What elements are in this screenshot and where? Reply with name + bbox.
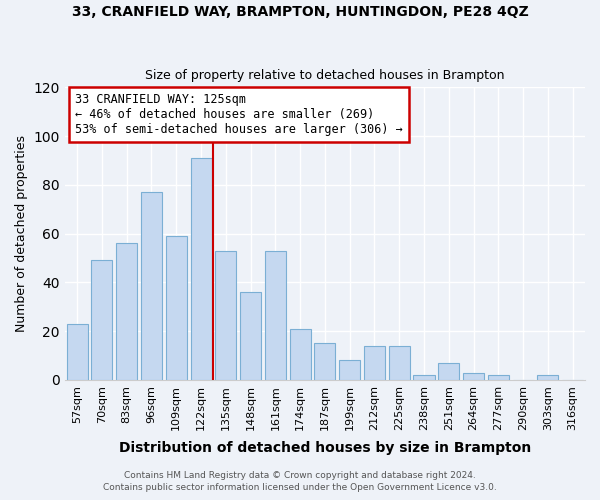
Bar <box>141 192 162 380</box>
Y-axis label: Number of detached properties: Number of detached properties <box>15 135 28 332</box>
Bar <box>463 372 484 380</box>
Bar <box>91 260 112 380</box>
Bar <box>488 375 509 380</box>
Title: Size of property relative to detached houses in Brampton: Size of property relative to detached ho… <box>145 69 505 82</box>
Bar <box>215 250 236 380</box>
Bar <box>389 346 410 380</box>
Text: 33, CRANFIELD WAY, BRAMPTON, HUNTINGDON, PE28 4QZ: 33, CRANFIELD WAY, BRAMPTON, HUNTINGDON,… <box>71 5 529 19</box>
Bar <box>413 375 434 380</box>
Bar <box>339 360 360 380</box>
Bar <box>314 344 335 380</box>
X-axis label: Distribution of detached houses by size in Brampton: Distribution of detached houses by size … <box>119 441 531 455</box>
Bar <box>166 236 187 380</box>
Bar <box>265 250 286 380</box>
Text: Contains HM Land Registry data © Crown copyright and database right 2024.
Contai: Contains HM Land Registry data © Crown c… <box>103 471 497 492</box>
Bar <box>191 158 212 380</box>
Bar <box>290 328 311 380</box>
Bar <box>67 324 88 380</box>
Bar <box>240 292 261 380</box>
Bar <box>538 375 559 380</box>
Bar <box>364 346 385 380</box>
Bar <box>438 363 459 380</box>
Text: 33 CRANFIELD WAY: 125sqm
← 46% of detached houses are smaller (269)
53% of semi-: 33 CRANFIELD WAY: 125sqm ← 46% of detach… <box>75 93 403 136</box>
Bar <box>116 244 137 380</box>
